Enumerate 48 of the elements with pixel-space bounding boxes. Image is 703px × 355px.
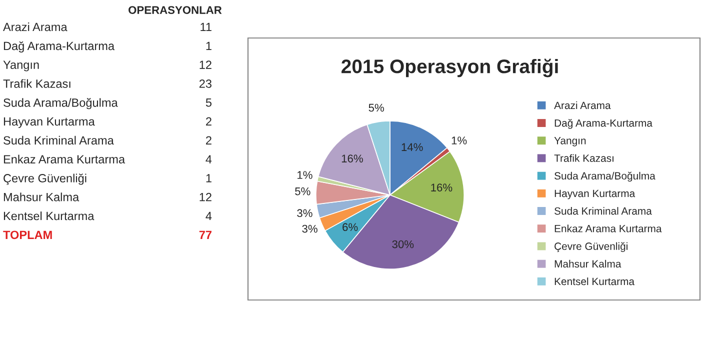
data-label: 5% — [368, 104, 384, 112]
category-label: Dağ Arama-Kurtarma — [4, 41, 115, 52]
legend-label: Mahsur Kalma — [554, 260, 622, 268]
text: 23 — [199, 80, 212, 88]
text: TOPLAM — [3, 230, 52, 240]
category-label: Suda Kriminal Arama — [4, 136, 114, 145]
category-label: Yangın — [3, 60, 39, 72]
category-label: Hayvan Kurtarma — [4, 117, 95, 128]
data-label: 30% — [392, 240, 414, 248]
legend-label: Çevre Güvenliği — [554, 242, 628, 252]
data-label: 1% — [298, 171, 312, 179]
category-label: Arazi Arama — [3, 22, 68, 32]
category-label: Mahsur Kalma — [4, 192, 80, 202]
legend-label: Arazi Arama — [554, 101, 611, 110]
legend-label: Trafik Kazası — [554, 154, 614, 162]
data-label: 3% — [297, 209, 312, 218]
legend-label: Suda Kriminal Arama — [554, 207, 652, 215]
data-label: 1% — [452, 136, 467, 144]
legend-label: Hayvan Kurtarma — [554, 190, 636, 200]
data-label: 3% — [302, 224, 318, 233]
text: 5 — [206, 98, 212, 107]
category-label: Enkaz Arama Kurtarma — [4, 154, 126, 164]
chart-title: 2015 Operasyon Grafiği — [342, 58, 558, 78]
data-label: 16% — [342, 154, 363, 162]
legend-label: Kentsel Kurtarma — [554, 277, 635, 286]
category-label: Kentsel Kurtarma — [4, 211, 94, 220]
category-label: Suda Arama/Boğulma — [4, 98, 118, 110]
text: 77 — [199, 230, 212, 239]
text: 12 — [200, 60, 212, 69]
text: 4 — [206, 212, 212, 220]
data-label: 6% — [342, 223, 358, 232]
legend-label: Dağ Arama-Kurtarma — [554, 118, 652, 129]
legend-label: Suda Arama/Boğulma — [554, 172, 656, 182]
text: 1 — [206, 174, 212, 182]
text: 1 — [206, 42, 212, 50]
category-label: Trafik Kazası — [3, 79, 70, 88]
category-label: Çevre Güvenliği — [4, 174, 86, 185]
legend-label: Enkaz Arama Kurtarma — [554, 224, 662, 232]
data-label: 5% — [295, 187, 310, 196]
text: 12 — [200, 192, 212, 202]
text: OPERASYONLAR — [128, 6, 222, 14]
legend-label: Yangın — [554, 137, 586, 146]
text: 4 — [206, 155, 212, 164]
text: 2 — [206, 117, 212, 126]
data-label: 14% — [402, 143, 423, 152]
data-label: 16% — [431, 184, 452, 192]
text: 11 — [200, 22, 212, 32]
text: 2 — [206, 136, 212, 144]
